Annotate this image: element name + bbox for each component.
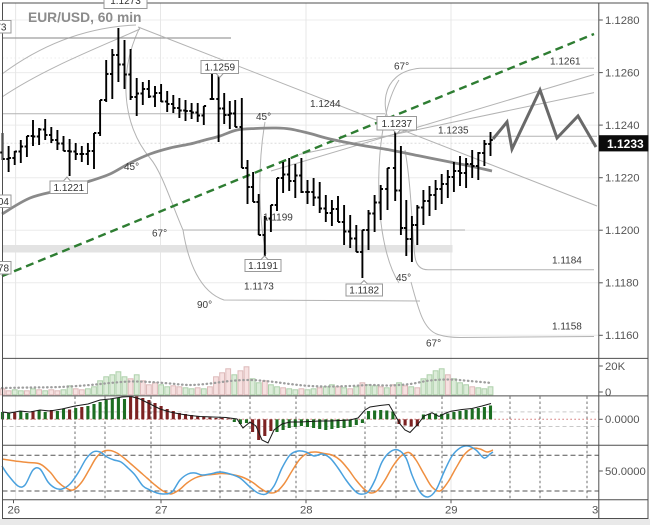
svg-text:1.1237: 1.1237 — [382, 119, 413, 130]
svg-text:45°: 45° — [256, 112, 271, 123]
svg-text:20K: 20K — [605, 361, 626, 373]
svg-text:1.1261: 1.1261 — [550, 57, 581, 68]
svg-text:1.1220: 1.1220 — [605, 173, 640, 185]
svg-text:29: 29 — [445, 505, 458, 517]
svg-text:3: 3 — [592, 505, 598, 517]
svg-text:1.1199: 1.1199 — [263, 213, 293, 224]
svg-text:1.1260: 1.1260 — [605, 67, 640, 79]
svg-text:EUR/USD, 60 min: EUR/USD, 60 min — [28, 10, 141, 25]
svg-text:1.1180: 1.1180 — [605, 278, 639, 290]
svg-text:1.1244: 1.1244 — [310, 99, 341, 110]
svg-text:1.1280: 1.1280 — [605, 15, 640, 27]
svg-text:0.0000: 0.0000 — [605, 414, 640, 426]
svg-text:1.1178: 1.1178 — [0, 263, 9, 274]
svg-text:0: 0 — [605, 387, 611, 399]
svg-text:1.1191: 1.1191 — [248, 261, 278, 272]
svg-text:1.1200: 1.1200 — [605, 225, 640, 237]
svg-text:1.1233: 1.1233 — [607, 137, 644, 151]
svg-text:45°: 45° — [396, 273, 411, 284]
svg-text:1.1182: 1.1182 — [349, 286, 379, 297]
svg-text:1.1173: 1.1173 — [244, 282, 274, 293]
svg-text:1.1158: 1.1158 — [552, 322, 582, 333]
svg-text:1.1204: 1.1204 — [0, 197, 9, 208]
svg-text:1.1240: 1.1240 — [605, 120, 640, 132]
svg-text:90°: 90° — [197, 300, 212, 311]
svg-text:1.1235: 1.1235 — [438, 126, 469, 137]
svg-text:67°: 67° — [394, 62, 409, 73]
svg-text:67°: 67° — [152, 229, 167, 240]
svg-text:26: 26 — [8, 505, 21, 517]
svg-text:45°: 45° — [124, 162, 139, 173]
svg-text:50.0000: 50.0000 — [605, 466, 646, 478]
svg-text:28: 28 — [300, 505, 313, 517]
svg-text:1.1221: 1.1221 — [54, 183, 85, 194]
svg-text:1.1160: 1.1160 — [605, 330, 639, 342]
svg-text:27: 27 — [155, 505, 168, 517]
svg-text:1.1273: 1.1273 — [0, 22, 7, 33]
svg-text:1.1259: 1.1259 — [205, 63, 236, 74]
svg-text:1.1184: 1.1184 — [552, 256, 582, 267]
svg-text:1.1273: 1.1273 — [110, 0, 141, 7]
svg-text:67°: 67° — [426, 339, 441, 350]
